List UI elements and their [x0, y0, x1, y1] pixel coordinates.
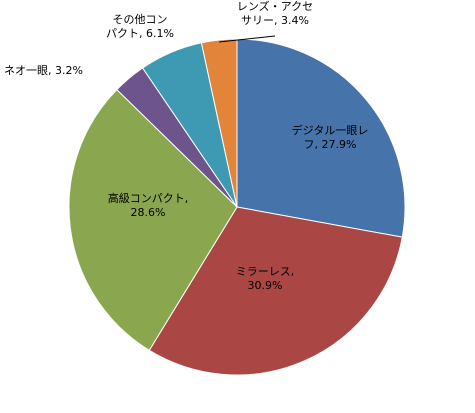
slice-label-line: その他コン	[113, 13, 168, 26]
slice-label-line: サリー, 3.4%	[241, 14, 309, 27]
leader-line-lens-accessory	[219, 35, 276, 43]
slice-label-mirrorless: ミラーレス, 30.9%	[236, 265, 295, 292]
slice-label-premium-compact: 高級コンパクト, 28.6%	[108, 191, 189, 219]
slice-label-line: ミラーレス,	[236, 265, 295, 278]
pie-slice-mirrorless	[148, 206, 403, 376]
slice-label-line: 高級コンパクト,	[108, 191, 189, 205]
pie-slice-lens-accessory	[200, 38, 238, 208]
slice-label-other-compact: その他コンパクト, 6.1%	[106, 13, 174, 40]
slice-label-line: パクト, 6.1%	[106, 27, 174, 40]
slice-label-line: フ, 27.9%	[304, 138, 357, 151]
slice-label-line: 28.6%	[131, 206, 166, 219]
slice-label-lens-accessory: レンズ・アクセサリー, 3.4%	[237, 0, 313, 27]
slice-label-line: レンズ・アクセ	[237, 0, 313, 13]
slice-label-line: 30.9%	[248, 279, 283, 292]
slice-label-line: デジタル一眼レ	[292, 123, 369, 137]
slice-label-digital-slr: デジタル一眼レフ, 27.9%	[292, 123, 369, 151]
slice-label-neo-slr: ネオ一眼, 3.2%	[4, 64, 83, 77]
pie-slice-digital-slr	[236, 38, 406, 238]
pie-slice-premium-compact	[68, 88, 238, 351]
slice-label-line: ネオ一眼, 3.2%	[4, 64, 83, 77]
